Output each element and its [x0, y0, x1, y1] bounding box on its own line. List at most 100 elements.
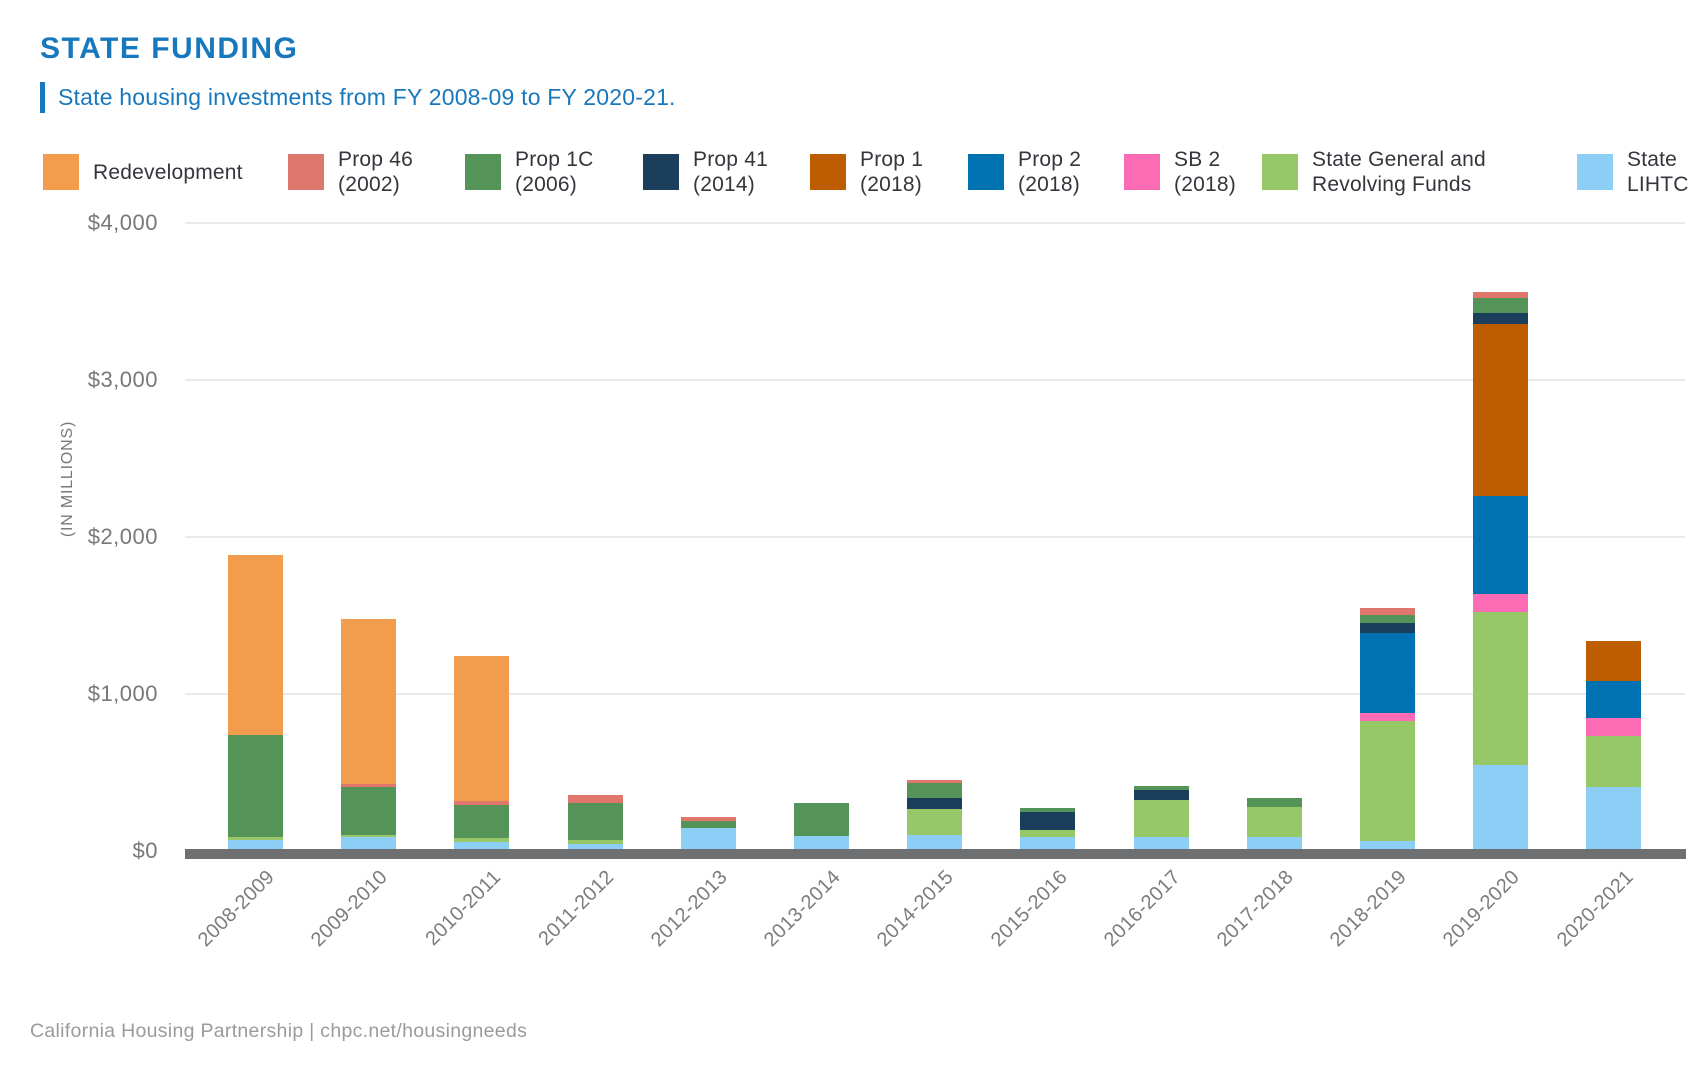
bar-segment-prop1c-2013-2014 [794, 803, 849, 837]
legend-label-prop46: Prop 46 (2002) [338, 148, 413, 196]
y-tick-label-1000: $1,000 [87, 681, 158, 706]
page-subtitle: State housing investments from FY 2008-0… [58, 84, 676, 110]
bar-segment-prop41-2016-2017 [1133, 789, 1189, 800]
bar-segment-prop46-2018-2019 [1360, 608, 1415, 615]
x-tick-label-2014-2015: 2014-2015 [873, 866, 959, 952]
page-title: STATE FUNDING [40, 32, 299, 65]
legend-swatch-prop1 [810, 154, 846, 190]
bar-segment-lihtc-2020-2021 [1586, 786, 1642, 851]
x-tick-label-2009-2010: 2009-2010 [307, 866, 393, 952]
bar-segment-redevelopment-2008-2009 [228, 555, 283, 735]
bar-segment-prop1c-2010-2011 [454, 805, 510, 839]
legend-label-prop41: Prop 41 (2014) [693, 148, 768, 196]
bar-segment-prop1c-2009-2010 [341, 787, 397, 835]
legend-label-redevelopment: Redevelopment [93, 160, 243, 184]
x-tick-label-2017-2018: 2017-2018 [1212, 866, 1298, 952]
legend-swatch-prop41 [643, 154, 679, 190]
bar-segment-prop2-2018-2019 [1360, 632, 1415, 713]
bar-segment-prop1c-2016-2017 [1133, 785, 1189, 790]
attribution-text: California Housing Partnership | chpc.ne… [30, 1020, 528, 1042]
x-tick-label-2013-2014: 2013-2014 [759, 866, 846, 952]
bar-segment-lihtc-2014-2015 [907, 835, 963, 851]
bar-segment-lihtc-2012-2013 [680, 828, 736, 851]
legend-item-prop1: Prop 1 (2018) [810, 146, 923, 198]
bar-segment-prop1c-2019-2020 [1473, 298, 1529, 313]
legend-label-state_general: State General and Revolving Funds [1312, 148, 1486, 196]
x-tick-label-2010-2011: 2010-2011 [421, 866, 506, 951]
gridline-3000 [185, 379, 1685, 381]
x-axis-line [185, 849, 1686, 859]
bar-segment-prop41-2014-2015 [907, 798, 963, 809]
legend-item-sb2: SB 2 (2018) [1124, 146, 1236, 198]
bar-segment-prop41-2019-2020 [1473, 312, 1529, 325]
bar-segment-prop1-2020-2021 [1586, 640, 1642, 681]
bar-segment-lihtc-2015-2016 [1020, 836, 1076, 851]
bar-segment-prop2-2020-2021 [1586, 680, 1642, 718]
bar-segment-state_general-2009-2010 [341, 834, 397, 837]
x-tick-label-2011-2012: 2011-2012 [534, 866, 619, 951]
y-tick-label-2000: $2,000 [87, 524, 158, 549]
bar-segment-prop46-2010-2011 [454, 800, 510, 806]
bar-segment-lihtc-2017-2018 [1246, 836, 1302, 851]
y-tick-label-0: $0 [132, 838, 158, 863]
bar-segment-lihtc-2011-2012 [567, 843, 623, 851]
bar-segment-lihtc-2008-2009 [228, 840, 283, 851]
gridline-2000 [185, 536, 1685, 538]
plot-area [185, 223, 1685, 851]
legend-item-redevelopment: Redevelopment [43, 146, 243, 198]
bar-segment-state_general-2008-2009 [228, 836, 283, 841]
legend-swatch-state_general [1262, 154, 1298, 190]
legend-swatch-lihtc [1577, 154, 1613, 190]
legend-swatch-redevelopment [43, 154, 79, 190]
bar-segment-prop1c-2014-2015 [907, 782, 963, 799]
bar-segment-lihtc-2016-2017 [1133, 836, 1189, 851]
bar-segment-prop1c-2012-2013 [680, 821, 736, 829]
legend-swatch-prop2 [968, 154, 1004, 190]
legend-label-sb2: SB 2 (2018) [1174, 148, 1236, 196]
legend-swatch-prop1c [465, 154, 501, 190]
y-tick-label-3000: $3,000 [87, 367, 158, 392]
bar-segment-sb2-2018-2019 [1360, 712, 1415, 722]
bar-segment-lihtc-2019-2020 [1473, 764, 1529, 851]
x-tick-label-2015-2016: 2015-2016 [986, 866, 1072, 952]
bar-segment-prop46-2014-2015 [907, 779, 963, 783]
bar-segment-prop1c-2017-2018 [1246, 798, 1302, 808]
x-tick-label-2008-2009: 2008-2009 [193, 866, 280, 952]
subtitle-row: State housing investments from FY 2008-0… [40, 82, 676, 113]
bar-segment-state_general-2019-2020 [1473, 611, 1529, 765]
bar-segment-prop46-2012-2013 [680, 817, 736, 822]
legend-item-prop41: Prop 41 (2014) [643, 146, 768, 198]
bar-segment-lihtc-2009-2010 [341, 836, 397, 851]
legend-label-prop1: Prop 1 (2018) [860, 148, 924, 196]
x-tick-label-2018-2019: 2018-2019 [1325, 866, 1412, 952]
bar-segment-sb2-2019-2020 [1473, 593, 1529, 612]
legend-label-prop1c: Prop 1C (2006) [515, 148, 594, 196]
bar-segment-lihtc-2018-2019 [1360, 840, 1415, 851]
bar-segment-prop2-2019-2020 [1473, 496, 1529, 594]
bar-segment-prop46-2011-2012 [567, 795, 623, 804]
bar-segment-prop1-2019-2020 [1473, 324, 1529, 497]
bar-segment-prop46-2009-2010 [341, 784, 397, 788]
bar-segment-state_general-2011-2012 [567, 840, 623, 844]
bar-segment-state_general-2018-2019 [1360, 721, 1415, 841]
legend-item-state_general: State General and Revolving Funds [1262, 146, 1486, 198]
bar-segment-state_general-2016-2017 [1133, 799, 1189, 837]
gridline-4000 [185, 222, 1685, 224]
x-tick-label-2012-2013: 2012-2013 [646, 866, 732, 952]
bar-segment-redevelopment-2010-2011 [454, 655, 510, 801]
legend-item-prop2: Prop 2 (2018) [968, 146, 1081, 198]
legend-item-prop46: Prop 46 (2002) [288, 146, 413, 198]
bar-segment-prop41-2015-2016 [1020, 811, 1076, 830]
x-tick-label-2020-2021: 2020-2021 [1552, 866, 1638, 952]
bar-segment-state_general-2010-2011 [454, 838, 510, 843]
legend-label-lihtc: State LIHTC [1627, 148, 1689, 196]
bar-segment-sb2-2020-2021 [1586, 717, 1642, 736]
bar-segment-lihtc-2013-2014 [794, 836, 849, 851]
bar-segment-state_general-2014-2015 [907, 808, 963, 836]
x-tick-label-2019-2020: 2019-2020 [1439, 866, 1525, 952]
bar-segment-prop46-2019-2020 [1473, 292, 1529, 299]
gridline-1000 [185, 693, 1685, 695]
y-tick-label-4000: $4,000 [87, 210, 158, 235]
bar-segment-prop41-2018-2019 [1360, 622, 1415, 633]
